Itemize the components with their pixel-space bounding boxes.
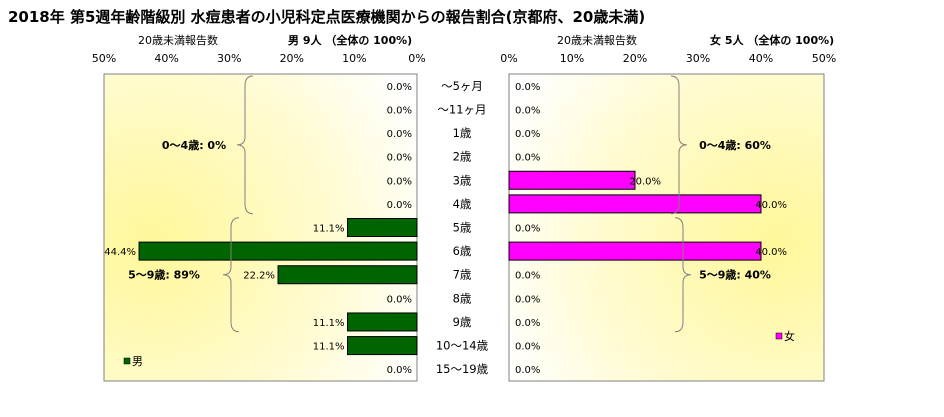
- category-label: 15～19歳: [436, 362, 489, 376]
- female-bar: [508, 170, 636, 190]
- female-plot-area: [508, 73, 825, 382]
- female-axis-tick-label: 20%: [623, 52, 647, 65]
- male-value-label: 0.0%: [387, 129, 412, 140]
- female-group-bracket: [670, 75, 688, 215]
- category-label: ～11ヶ月: [437, 102, 486, 116]
- category-label: 4歳: [453, 197, 472, 211]
- female-bar: [508, 194, 762, 214]
- category-label: 1歳: [453, 126, 472, 140]
- female-value-label: 0.0%: [515, 153, 540, 164]
- female-group-label: 0～4歳: 60%: [699, 138, 771, 152]
- male-bar: [347, 218, 418, 237]
- male-value-label: 0.0%: [387, 365, 412, 376]
- male-value-label: 0.0%: [387, 82, 412, 93]
- male-value-label: 0.0%: [387, 176, 412, 187]
- chart-title: 2018年 第5週年齢階級別 水痘患者の小児科定点医療機関からの報告割合(京都府…: [8, 8, 646, 26]
- male-axis-tick-label: 40%: [154, 52, 178, 65]
- male-bar: [277, 265, 418, 285]
- female-legend-label: 女: [784, 329, 795, 343]
- female-group-bracket: [674, 217, 692, 333]
- male-axis-tick-label: 30%: [217, 52, 241, 65]
- male-axis-tick-label: 20%: [280, 52, 304, 65]
- male-legend-label: 男: [132, 355, 143, 368]
- female-group-label: 5～9歳: 40%: [699, 268, 771, 282]
- male-axis-tick-label: 10%: [342, 52, 366, 65]
- male-value-label: 22.2%: [243, 271, 275, 282]
- male-group-bracket: [222, 217, 240, 333]
- female-axis-tick-label: 50%: [812, 52, 836, 65]
- female-axis-tick-label: 30%: [686, 52, 710, 65]
- male-value-label: 0.0%: [387, 153, 412, 164]
- male-header-label: 20歳未満報告数: [138, 34, 218, 47]
- female-value-label: 0.0%: [515, 105, 540, 116]
- male-header-count: 男 9人 （全体の 100%): [288, 33, 412, 47]
- female-value-label: 0.0%: [515, 342, 540, 353]
- male-axis-tick-label: 50%: [92, 52, 116, 65]
- female-value-label: 0.0%: [515, 224, 540, 235]
- male-bar: [138, 241, 418, 261]
- female-axis-tick-label: 10%: [560, 52, 584, 65]
- category-label: 3歳: [453, 173, 472, 187]
- male-value-label: 0.0%: [387, 200, 412, 211]
- male-value-label: 11.1%: [313, 318, 345, 329]
- male-value-label: 11.1%: [313, 342, 345, 353]
- female-value-label: 0.0%: [515, 129, 540, 140]
- female-value-label: 20.0%: [629, 176, 661, 187]
- male-value-label: 0.0%: [387, 294, 412, 305]
- male-group-label: 5～9歳: 89%: [128, 268, 200, 282]
- category-label: 6歳: [453, 244, 472, 258]
- category-label: 9歳: [453, 315, 472, 329]
- female-value-label: 0.0%: [515, 82, 540, 93]
- female-value-label: 0.0%: [515, 294, 540, 305]
- category-label: ～5ヶ月: [441, 79, 483, 93]
- female-axis-tick-label: 40%: [749, 52, 773, 65]
- female-value-label: 0.0%: [515, 318, 540, 329]
- male-group-bracket: [236, 75, 254, 215]
- female-value-label: 40.0%: [755, 247, 787, 258]
- male-value-label: 11.1%: [313, 224, 345, 235]
- female-bar: [508, 241, 762, 261]
- male-group-label: 0～4歳: 0%: [162, 138, 226, 152]
- female-header-label: 20歳未満報告数: [557, 34, 637, 47]
- category-label: 7歳: [453, 268, 472, 282]
- category-label: 2歳: [453, 150, 472, 164]
- male-value-label: 44.4%: [104, 247, 136, 258]
- female-value-label: 0.0%: [515, 271, 540, 282]
- category-label: 5歳: [453, 221, 472, 235]
- female-value-label: 40.0%: [755, 200, 787, 211]
- male-bar: [347, 312, 418, 332]
- female-header-count: 女 5人 （全体の 100%): [710, 33, 834, 47]
- male-axis-tick-label: 0%: [408, 52, 425, 65]
- category-label: 10～14歳: [436, 339, 489, 353]
- female-value-label: 0.0%: [515, 365, 540, 376]
- male-value-label: 0.0%: [387, 105, 412, 116]
- male-bar: [347, 336, 418, 356]
- male-legend-swatch: [123, 357, 131, 365]
- female-legend-swatch: [775, 332, 783, 340]
- category-label: 8歳: [453, 291, 472, 305]
- female-axis-tick-label: 0%: [500, 52, 517, 65]
